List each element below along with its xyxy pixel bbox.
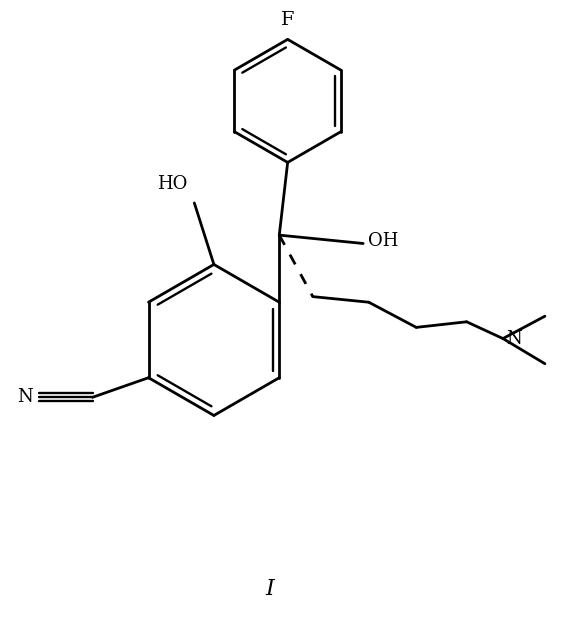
Text: HO: HO — [157, 175, 188, 193]
Text: I: I — [265, 578, 274, 600]
Text: F: F — [281, 11, 294, 29]
Text: N: N — [506, 329, 522, 348]
Text: N: N — [17, 388, 33, 406]
Text: OH: OH — [368, 232, 398, 250]
